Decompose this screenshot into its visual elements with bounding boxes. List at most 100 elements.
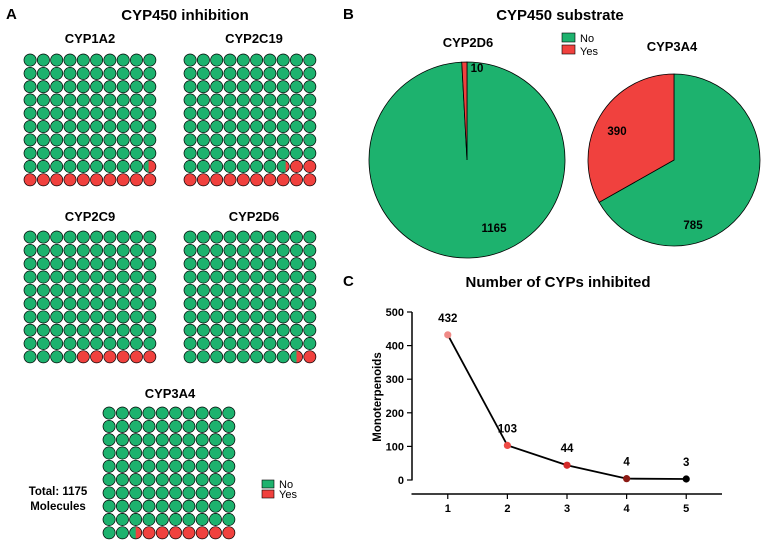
waffle-cell-no [90,323,104,337]
waffle-cell-no [76,230,90,244]
waffle-cell-no [195,406,209,420]
waffle-cell-no [250,230,264,244]
waffle-cell-no [23,350,37,364]
waffle-cell-no [129,406,143,420]
waffle-grid [23,230,157,364]
waffle-cell-no [90,337,104,350]
waffle-cell-no [195,419,209,433]
waffle-cell-no [276,146,290,160]
waffle-cell-no [210,106,224,120]
waffle-cell-no [210,230,224,244]
waffle-cell-no [143,146,157,160]
waffle-cell-no [250,270,264,284]
waffle-cell-no [143,230,157,244]
waffle-cell-no [116,80,130,94]
waffle-cell-no [50,133,64,147]
legend-label-yes: Yes [580,46,598,58]
waffle-cell-no [236,160,250,173]
waffle-cell-no [103,53,117,67]
waffle-cell-yes [290,173,303,187]
waffle-cell-no [276,53,290,67]
waffle-cell-no [263,337,277,350]
waffle-grid [102,406,236,540]
waffle-cell-no [290,93,303,107]
panel-c-title: Number of CYPs inhibited [465,274,650,291]
waffle-cell-yes [222,526,236,540]
waffle-cell-no [115,419,129,433]
waffle-cell-yes [116,350,130,364]
waffle-cell-no [116,297,130,311]
waffle-cell-no [50,323,64,337]
waffle-cell-no [116,323,130,337]
waffle-cell-no [50,80,64,94]
waffle-cell-no [303,133,317,147]
waffle-cell-no [223,93,237,107]
waffle-cell-no [143,106,157,120]
waffle-cell-no [223,120,237,134]
waffle-cell-no [90,106,104,120]
waffle-cell-no [196,350,210,364]
waffle-cell-no [236,53,250,67]
waffle-cell-no [183,93,197,107]
panel-c-letter: C [343,273,354,290]
waffle-cell-no [236,283,250,297]
waffle-cell-no [169,433,183,447]
waffle-cell-no [130,93,143,107]
waffle-cell-no [102,473,116,487]
waffle-cell-no [210,297,224,311]
waffle-cell-no [196,160,210,173]
waffle-cell-yes [183,173,197,187]
waffle-cell-no [169,513,183,526]
waffle-cell-no [76,106,90,120]
waffle-cell-no [183,106,197,120]
waffle-cell-no [129,513,143,526]
waffle-cell-yes [276,173,290,187]
waffle-cell-no [90,230,104,244]
waffle-cell-no [223,297,237,311]
waffle-cell-no [50,297,64,311]
x-tick-label: 1 [445,503,451,515]
waffle-cell-no [210,243,224,257]
waffle-cell-no [250,310,264,324]
waffle-cell-no [276,66,290,80]
waffle-cell-no [90,243,104,257]
waffle-cell-no [116,133,130,147]
waffle-cell-no [183,323,197,337]
pie-slice-no [598,73,761,247]
waffle-cell-no [210,337,224,350]
waffle-cell-no [90,66,104,80]
waffle-cyp2c9: CYP2C9 [23,209,157,364]
waffle-cell-no [103,310,117,324]
data-label: 4 [623,457,630,469]
waffle-cell-no [196,323,210,337]
waffle-cell-no [182,513,196,526]
waffle-cell-no [303,146,317,160]
waffle-cell-no [102,406,116,420]
waffle-cell-no [223,53,237,67]
waffle-cell-no [236,323,250,337]
legend-swatch-no [261,479,275,489]
waffle-cell-no [130,310,143,324]
waffle-cell-no [130,66,143,80]
waffle-cell-no [76,120,90,134]
waffle-cell-yes [50,173,64,187]
data-point [682,475,690,483]
waffle-cell-no [23,230,37,244]
waffle-cell-no [116,230,130,244]
y-tick-label: 0 [398,475,404,487]
waffle-cell-no [195,486,209,500]
waffle-cell-no [115,526,129,540]
waffle-cell-yes [263,173,277,187]
waffle-cell-no [183,53,197,67]
data-label: 44 [561,443,574,455]
waffle-cell-no [142,419,156,433]
waffle-cell-no [103,257,117,271]
waffle-cell-no [196,120,210,134]
waffle-cell-no [63,146,77,160]
waffle-cell-yes [303,173,317,187]
waffle-cell-no [263,297,277,311]
waffle-cell-no [103,337,117,350]
waffle-cell-no [210,120,224,134]
waffle-cell-no [223,230,237,244]
waffle-cell-no [196,106,210,120]
